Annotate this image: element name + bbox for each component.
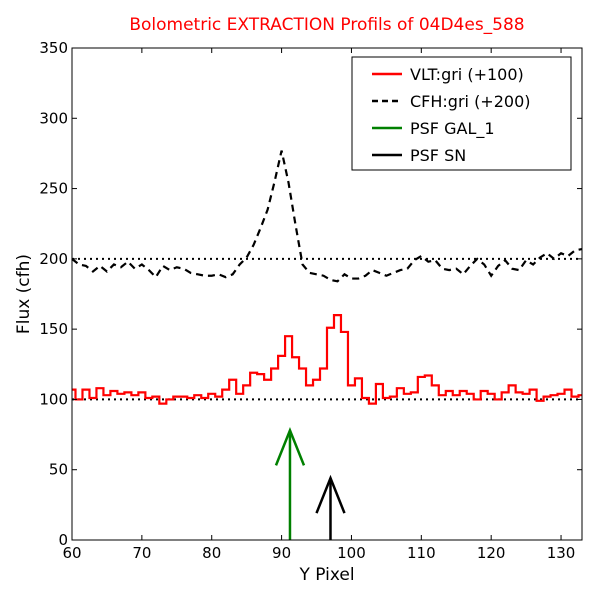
- x-tick-label: 120: [477, 544, 506, 562]
- y-axis-label: Flux (cfh): [14, 254, 34, 334]
- x-axis-label: Y Pixel: [298, 565, 354, 585]
- plot-frame: [71, 47, 583, 541]
- y-tick-label: 200: [39, 250, 68, 268]
- x-tick-label: 70: [132, 544, 151, 562]
- x-tick-label: 80: [202, 544, 221, 562]
- plot-area: [71, 150, 583, 540]
- x-tick-label: 130: [547, 544, 576, 562]
- axis-ticks: [71, 47, 582, 541]
- legend-label: VLT:gri (+100): [410, 65, 524, 84]
- psf-arrow-sn: [315, 474, 346, 540]
- y-tick-label: 250: [39, 180, 68, 198]
- psf-arrow-gal: [274, 426, 306, 540]
- y-tick-label: 0: [58, 531, 68, 549]
- legend-label: PSF SN: [410, 146, 466, 165]
- series-line-vlt: [72, 313, 582, 405]
- chart-title: Bolometric EXTRACTION Profils of 04D4es_…: [129, 15, 524, 35]
- x-tick-label: 100: [337, 544, 366, 562]
- y-tick-label: 100: [39, 390, 68, 408]
- y-tick-label: 50: [49, 461, 68, 479]
- legend-label: CFH:gri (+200): [410, 92, 531, 111]
- legend-label: PSF GAL_1: [410, 119, 495, 139]
- legend-box: [351, 56, 572, 171]
- y-tick-label: 150: [39, 320, 68, 338]
- x-tick-label: 60: [62, 544, 81, 562]
- y-tick-label: 300: [39, 109, 68, 127]
- x-tick-label: 110: [407, 544, 436, 562]
- legend: VLT:gri (+100) CFH:gri (+200) PSF GAL_1 PSF…: [351, 56, 572, 171]
- tick-labels: 60 70 80 90 100 110 120 130 0 50 100 150 200 250 300 35…: [39, 39, 575, 562]
- y-tick-label: 350: [39, 39, 68, 57]
- x-tick-label: 90: [272, 544, 291, 562]
- series-line-cfh: [71, 150, 583, 283]
